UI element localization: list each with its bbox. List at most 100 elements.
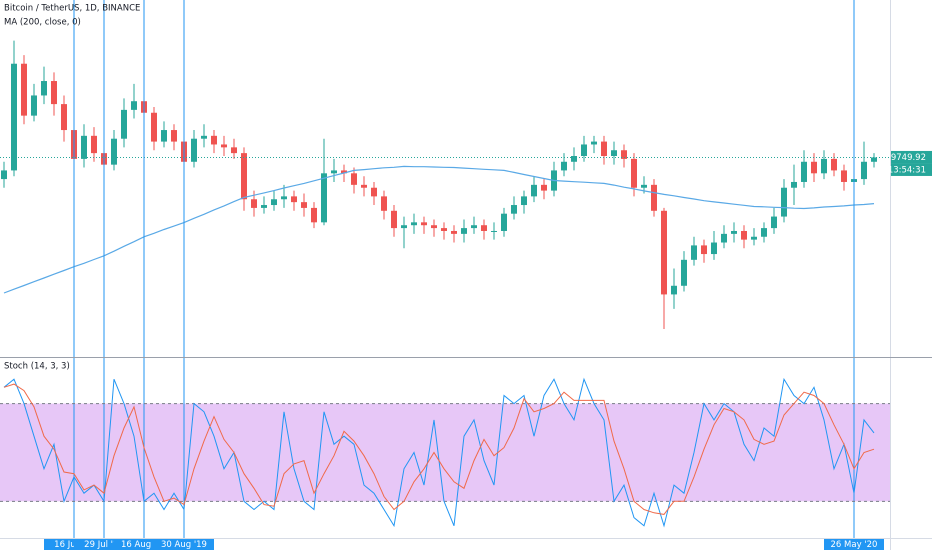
candle-body	[491, 230, 497, 232]
candle-body	[391, 210, 397, 229]
candle-body	[301, 202, 307, 208]
candle-body	[241, 153, 247, 200]
candle-body	[821, 158, 827, 174]
candle-body	[361, 184, 367, 188]
candle-body	[831, 158, 837, 171]
candle-body	[801, 161, 807, 182]
candle-body	[741, 230, 747, 240]
last-price-box	[891, 150, 932, 164]
candle-body	[31, 95, 37, 116]
candle-body	[371, 187, 377, 197]
candle-body	[421, 222, 427, 226]
candle-body	[351, 173, 357, 185]
candle-body	[811, 161, 817, 174]
candle-body	[81, 135, 87, 159]
candle-body	[131, 101, 137, 110]
candle-body	[561, 161, 567, 171]
highlight-label: 30 Aug '19	[161, 540, 207, 550]
highlight-label: 29 Jul '19	[84, 540, 124, 550]
candle-body	[591, 141, 597, 145]
candle-body	[51, 81, 57, 105]
candle-body	[761, 228, 767, 237]
moving-average-line	[3, 165, 875, 294]
candle-body	[771, 216, 777, 229]
candle-body	[481, 225, 487, 231]
candle-body	[601, 141, 607, 157]
candle-body	[611, 150, 617, 157]
candle-body	[161, 130, 167, 142]
highlight-label-box	[824, 539, 884, 550]
candle-body	[381, 196, 387, 211]
candle-body	[751, 236, 757, 240]
candle-body	[321, 173, 327, 223]
candle-body	[401, 225, 407, 229]
indicator-title: Stoch (14, 3, 3)	[4, 362, 70, 372]
candle-body	[731, 230, 737, 234]
countdown-label: 13:54:31	[888, 165, 926, 175]
candle-body	[691, 245, 697, 260]
candle-body	[171, 130, 177, 142]
candle-body	[211, 135, 217, 145]
candle-body	[501, 213, 507, 231]
candle-body	[671, 285, 677, 295]
candle-body	[521, 196, 527, 206]
candle-body	[711, 242, 717, 255]
candle-body	[531, 184, 537, 197]
candle-body	[151, 112, 157, 142]
candle-body	[221, 144, 227, 148]
candle-body	[721, 233, 727, 243]
candle-body	[651, 184, 657, 211]
candle-body	[1, 170, 7, 180]
indicator-title: MA (200, close, 0)	[4, 18, 81, 28]
candle-body	[91, 135, 97, 154]
candle-body	[571, 156, 577, 162]
candle-body	[411, 222, 417, 226]
candle-body	[201, 135, 207, 139]
marks-layer	[0, 0, 890, 538]
candle-body	[231, 147, 237, 154]
candle-body	[111, 138, 117, 165]
highlight-label-box	[74, 539, 134, 550]
candle-body	[541, 184, 547, 191]
candle-body	[431, 225, 437, 229]
candle-body	[261, 205, 267, 208]
candle-body	[41, 81, 47, 96]
highlight-label-box	[114, 539, 174, 550]
highlight-label: 16 Aug '19	[121, 540, 167, 550]
candle-body	[861, 161, 867, 180]
last-price-label: 9749.92	[891, 153, 926, 163]
candle-body	[281, 196, 287, 200]
candle-body	[841, 170, 847, 182]
candle-body	[21, 63, 27, 116]
countdown-box	[891, 163, 932, 176]
candle-body	[441, 228, 447, 231]
candle-body	[191, 138, 197, 162]
candle-body	[661, 210, 667, 295]
candle-body	[581, 144, 587, 157]
candle-body	[511, 205, 517, 214]
overbought-oversold-band	[0, 403, 890, 502]
candle-body	[291, 196, 297, 203]
candle-body	[701, 245, 707, 255]
candle-body	[451, 230, 457, 234]
candle-body	[11, 63, 17, 171]
stochastic-line	[3, 383, 875, 515]
candle-body	[781, 187, 787, 217]
candle-body	[331, 170, 337, 174]
highlight-label-box	[154, 539, 214, 550]
grid-layer	[0, 403, 890, 502]
candle-body	[641, 184, 647, 188]
highlight-label: 26 May '20	[831, 540, 878, 550]
candle-body	[341, 170, 347, 174]
text-layer: Bitcoin / TetherUS, 1D, BINANCE MA (200,…	[4, 4, 932, 550]
candle-body	[791, 181, 797, 188]
candle-body	[251, 199, 257, 208]
candle-body	[471, 225, 477, 229]
candle-body	[271, 199, 277, 206]
candle-body	[681, 259, 687, 286]
candle-body	[311, 207, 317, 223]
chart-title: Bitcoin / TetherUS, 1D, BINANCE	[4, 4, 140, 14]
